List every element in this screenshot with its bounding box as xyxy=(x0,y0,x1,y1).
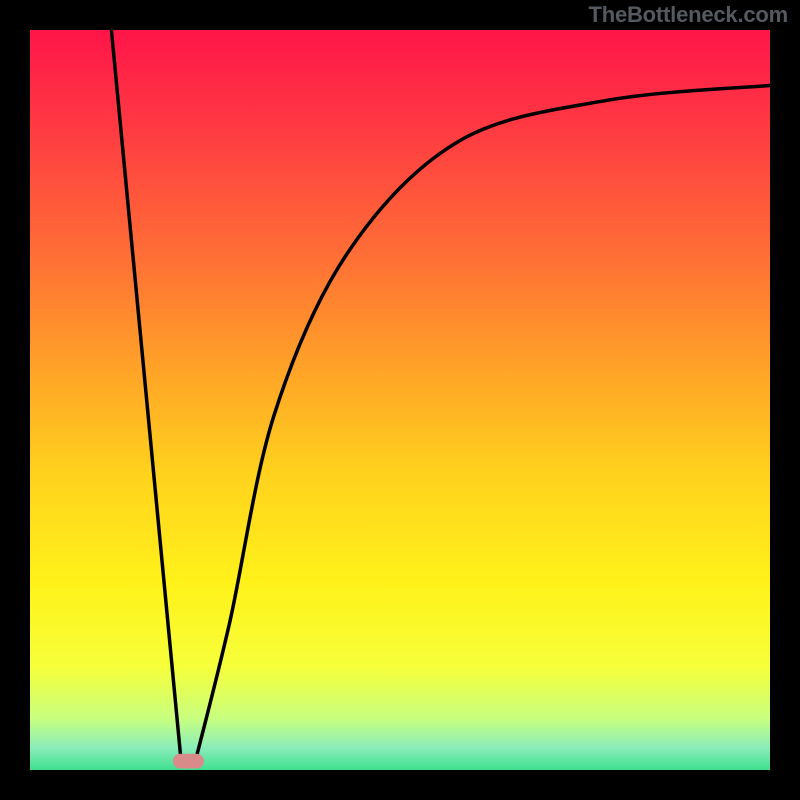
bottleneck-chart xyxy=(0,0,800,800)
bottleneck-marker xyxy=(173,754,204,769)
watermark-text: TheBottleneck.com xyxy=(588,2,788,28)
chart-background xyxy=(30,30,770,770)
